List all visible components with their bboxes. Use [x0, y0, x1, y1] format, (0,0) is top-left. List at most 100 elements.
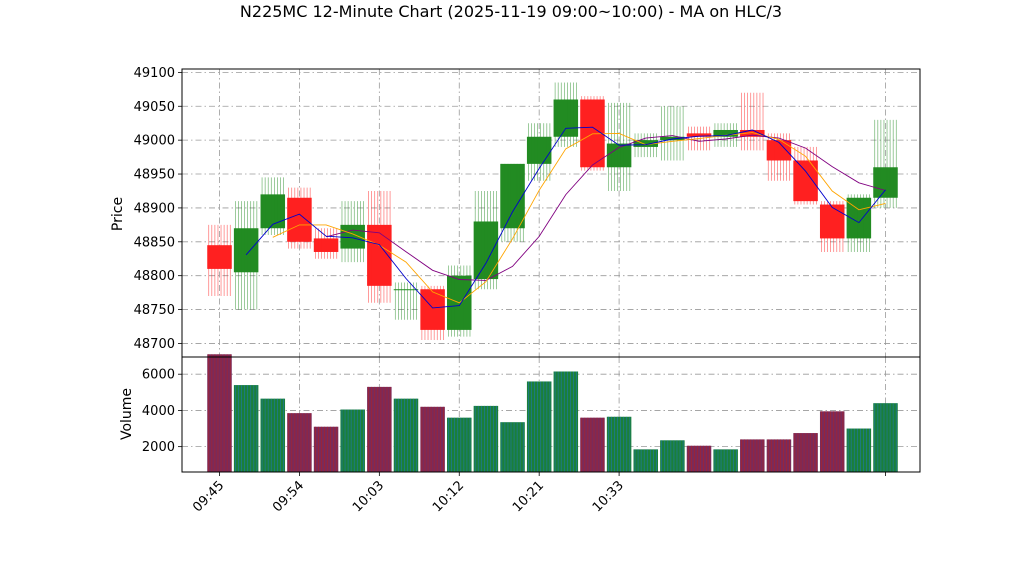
volume-bar — [580, 417, 605, 472]
volume-bar-fill — [500, 422, 525, 472]
volume-bar-fill — [233, 385, 259, 472]
candle — [819, 201, 845, 252]
volume-bar — [740, 439, 765, 472]
candle-body — [420, 289, 445, 330]
volume-bar — [846, 428, 872, 472]
volume-bar — [447, 417, 472, 472]
volume-bar — [793, 433, 818, 472]
price-tick-label: 49000 — [134, 134, 175, 149]
candle — [500, 163, 525, 242]
chart-title: N225MC 12-Minute Chart (2025-11-19 09:00… — [240, 2, 782, 21]
candle — [287, 187, 312, 249]
volume-bar-fill — [660, 440, 685, 472]
volume-bar-fill — [340, 409, 365, 472]
ma-short-line — [245, 126, 886, 309]
volume-bar-fill — [606, 416, 632, 472]
volume-bar-fill — [580, 417, 605, 472]
candle — [633, 133, 658, 158]
candle — [313, 228, 339, 259]
candle-body — [606, 143, 632, 168]
candle-body — [233, 228, 259, 273]
volume-bar-fill — [526, 381, 552, 472]
candle-body — [340, 224, 365, 249]
x-tick-label: 09:45 — [190, 478, 227, 515]
x-tick-label: 10:33 — [590, 478, 627, 515]
candle — [660, 106, 685, 161]
candle — [606, 102, 632, 191]
volume-bar — [473, 405, 499, 472]
volume-bar — [420, 406, 445, 472]
x-tick-label: 10:03 — [350, 478, 387, 515]
candle — [553, 82, 579, 147]
volume-bar — [393, 398, 419, 472]
volume-bar-fill — [553, 371, 579, 472]
candle-body — [287, 197, 312, 242]
candle-body — [740, 129, 765, 137]
candle — [233, 201, 259, 310]
candle-body — [207, 245, 232, 269]
price-tick-label: 49050 — [134, 100, 175, 115]
volume-bar — [526, 381, 552, 472]
volume-bar-fill — [819, 411, 845, 472]
candle-body — [393, 289, 419, 291]
volume-bar — [207, 354, 232, 472]
volume-bar-fill — [740, 439, 765, 472]
volume-bar — [233, 385, 259, 472]
candle-body — [500, 163, 525, 229]
volume-bar-fill — [846, 428, 872, 472]
volume-bar — [766, 439, 792, 472]
x-tick-label: 10:12 — [430, 478, 467, 515]
candle-body — [660, 136, 685, 141]
price-tick-label: 48750 — [134, 303, 175, 318]
volume-bar — [500, 422, 525, 472]
candle-body — [633, 140, 658, 147]
volume-bar-fill — [713, 449, 738, 472]
volume-bar-fill — [873, 403, 898, 472]
candle — [740, 92, 765, 151]
volume-bar — [553, 371, 579, 472]
volume-bar — [686, 445, 712, 472]
volume-bar — [367, 386, 392, 472]
volume-bar-fill — [207, 354, 232, 472]
candle — [420, 285, 445, 341]
volume-bar-fill — [420, 406, 445, 472]
volume-bar — [340, 409, 365, 472]
volume-bar-fill — [473, 405, 499, 472]
candle-body — [793, 160, 818, 202]
volume-panel: 2000 4000 6000 09:45 09:54 10:03 10:12 10:21 10:… — [142, 354, 921, 515]
price-tick-label: 48900 — [134, 201, 175, 216]
candle — [713, 123, 738, 147]
candle — [207, 224, 232, 297]
candle — [686, 126, 712, 151]
candle — [526, 123, 552, 181]
candle-body — [526, 136, 552, 164]
price-tick-label: 48850 — [134, 235, 175, 250]
candle-body — [873, 167, 898, 198]
candle-body — [313, 238, 339, 252]
volume-plot-frame — [181, 356, 921, 473]
volume-bar-fill — [287, 413, 312, 472]
candle-body — [713, 129, 738, 137]
volume-bar-fill — [393, 398, 419, 472]
volume-bar — [873, 403, 898, 472]
x-tick-label: 09:54 — [270, 478, 307, 515]
volume-bar — [633, 449, 658, 472]
volume-tick-label: 2000 — [142, 440, 175, 455]
price-panel: 48700 48750 48800 48850 48900 48950 49000 49050… — [134, 66, 921, 358]
ma-long-line — [325, 134, 886, 281]
volume-bar-fill — [633, 449, 658, 472]
volume-bar-fill — [447, 417, 472, 472]
volume-bar — [660, 440, 685, 472]
candle-body — [553, 99, 579, 137]
volume-bar — [713, 449, 738, 472]
candle — [260, 177, 286, 236]
volume-bar-fill — [766, 439, 792, 472]
volume-tick-label: 6000 — [142, 368, 175, 383]
volume-bar — [606, 416, 632, 472]
candle-body — [473, 221, 499, 280]
candle-body — [819, 204, 845, 239]
volume-bar-fill — [313, 426, 339, 472]
price-axis-label: Price — [110, 197, 126, 231]
